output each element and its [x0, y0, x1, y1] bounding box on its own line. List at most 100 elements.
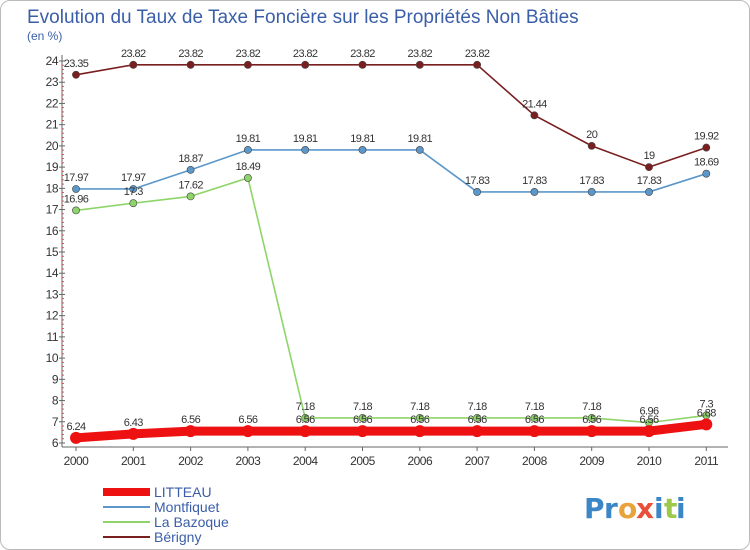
y-tick-label: 9 [52, 372, 59, 386]
data-label-berigny: 23.82 [408, 48, 433, 60]
data-point-litteau [299, 425, 312, 438]
x-tick-label: 2000 [64, 454, 90, 468]
data-label-la-bazoque: 7.18 [468, 401, 487, 413]
axes: 6 7 8 9 10 11 12 13 14 15 16 17 18 19 20 21 22 23 24 2000 20… [46, 54, 728, 468]
data-label-la-bazoque: 7.18 [582, 401, 601, 413]
data-point-montfiquet [702, 169, 711, 178]
y-tick-label: 21 [46, 118, 59, 132]
data-label-la-bazoque: 17.62 [178, 179, 203, 191]
y-tick-label: 14 [46, 266, 59, 280]
data-label-la-bazoque: 18.49 [236, 161, 261, 173]
data-label-berigny: 19 [643, 150, 655, 162]
data-label-montfiquet: 17.83 [522, 175, 547, 187]
brand-letter: i [654, 492, 664, 525]
data-point-la-bazoque [243, 174, 252, 182]
data-label-berigny: 23.82 [350, 48, 375, 60]
data-point-litteau [413, 425, 426, 438]
data-point-la-bazoque [301, 414, 310, 422]
data-label-la-bazoque: 7.18 [296, 401, 315, 413]
chart-title: Evolution du Taux de Taxe Foncière sur l… [27, 7, 579, 28]
data-point-litteau [184, 425, 197, 438]
data-label-montfiquet: 19.81 [408, 133, 433, 145]
data-point-litteau [585, 425, 598, 438]
data-label-montfiquet: 19.81 [350, 133, 375, 145]
x-tick-label: 2005 [350, 454, 376, 468]
data-label-litteau: 6.43 [124, 417, 143, 429]
y-tick-label: 17 [46, 203, 59, 217]
data-point-la-bazoque [72, 206, 80, 215]
series-line-la-bazoque [75, 177, 708, 424]
data-label-berigny: 23.82 [465, 48, 490, 60]
x-tick-label: 2004 [293, 454, 319, 468]
data-point-montfiquet [72, 185, 80, 193]
data-label-litteau: 6.24 [66, 421, 85, 433]
data-point-montfiquet [243, 146, 252, 154]
data-point-montfiquet [129, 185, 138, 193]
data-label-litteau: 6.56 [296, 414, 315, 426]
data-label-litteau: 6.56 [582, 414, 601, 426]
data-point-montfiquet [473, 188, 481, 196]
y-tick-label: 24 [46, 54, 59, 68]
y-tick-label: 18 [46, 181, 59, 195]
data-point-montfiquet [645, 188, 653, 196]
data-label-montfiquet: 18.87 [178, 153, 203, 165]
data-point-berigny [72, 70, 80, 79]
data-point-montfiquet [530, 188, 539, 196]
y-tick-label: 13 [46, 287, 59, 301]
data-point-berigny [530, 111, 539, 120]
data-point-berigny [415, 60, 424, 69]
data-point-litteau [700, 418, 713, 431]
data-point-montfiquet [186, 165, 195, 174]
data-point-litteau [241, 425, 254, 438]
legend-label-berigny: Bérigny [154, 529, 201, 545]
y-tick-label: 23 [46, 75, 59, 89]
data-label-berigny: 20 [586, 129, 598, 141]
y-tick-label: 19 [46, 160, 59, 174]
data-point-berigny [645, 163, 653, 172]
data-point-berigny [702, 143, 711, 152]
data-point-la-bazoque [415, 414, 424, 422]
series-layer [70, 60, 713, 444]
y-tick-label: 6 [52, 436, 59, 450]
data-label-litteau: 6.56 [353, 414, 372, 426]
data-label-la-bazoque: 17.3 [124, 186, 143, 198]
data-label-montfiquet: 17.97 [64, 172, 89, 184]
x-tick-label: 2001 [121, 454, 147, 468]
data-point-litteau [127, 427, 140, 440]
y-tick-label: 7 [52, 415, 59, 429]
data-point-la-bazoque [186, 192, 195, 201]
data-label-la-bazoque: 7.18 [525, 401, 544, 413]
x-tick-label: 2006 [407, 454, 433, 468]
data-label-litteau: 6.56 [410, 414, 429, 426]
y-tick-label: 15 [46, 245, 59, 259]
data-point-berigny [243, 60, 252, 69]
y-tick-label: 22 [46, 96, 59, 110]
data-point-litteau [356, 425, 369, 438]
data-label-montfiquet: 17.83 [465, 175, 490, 187]
brand-letter: r [604, 492, 618, 525]
x-tick-label: 2011 [694, 454, 719, 468]
data-label-berigny: 23.35 [64, 58, 89, 70]
data-label-berigny: 19.92 [694, 131, 719, 143]
x-tick-label: 2003 [236, 454, 262, 468]
y-tick-label: 10 [46, 351, 59, 365]
data-label-la-bazoque: 7.18 [353, 401, 372, 413]
data-point-la-bazoque [358, 414, 367, 422]
data-label-montfiquet: 17.97 [121, 172, 146, 184]
data-point-litteau [70, 431, 82, 444]
data-point-berigny [129, 60, 138, 69]
series-line-berigny [75, 64, 708, 168]
data-labels: 23.35 23.82 23.82 23.82 23.82 23.82 23.82 23.82… [64, 48, 720, 433]
data-point-montfiquet [301, 146, 310, 154]
data-label-litteau: 6.56 [525, 414, 544, 426]
data-point-montfiquet [587, 188, 596, 196]
data-label-berigny: 23.82 [121, 48, 146, 60]
data-point-litteau [643, 425, 655, 438]
data-point-berigny [301, 60, 310, 69]
x-tick-label: 2009 [579, 454, 605, 468]
brand-letter: o [618, 492, 637, 525]
data-point-litteau [471, 425, 484, 438]
chart-subtitle: (en %) [27, 29, 62, 43]
